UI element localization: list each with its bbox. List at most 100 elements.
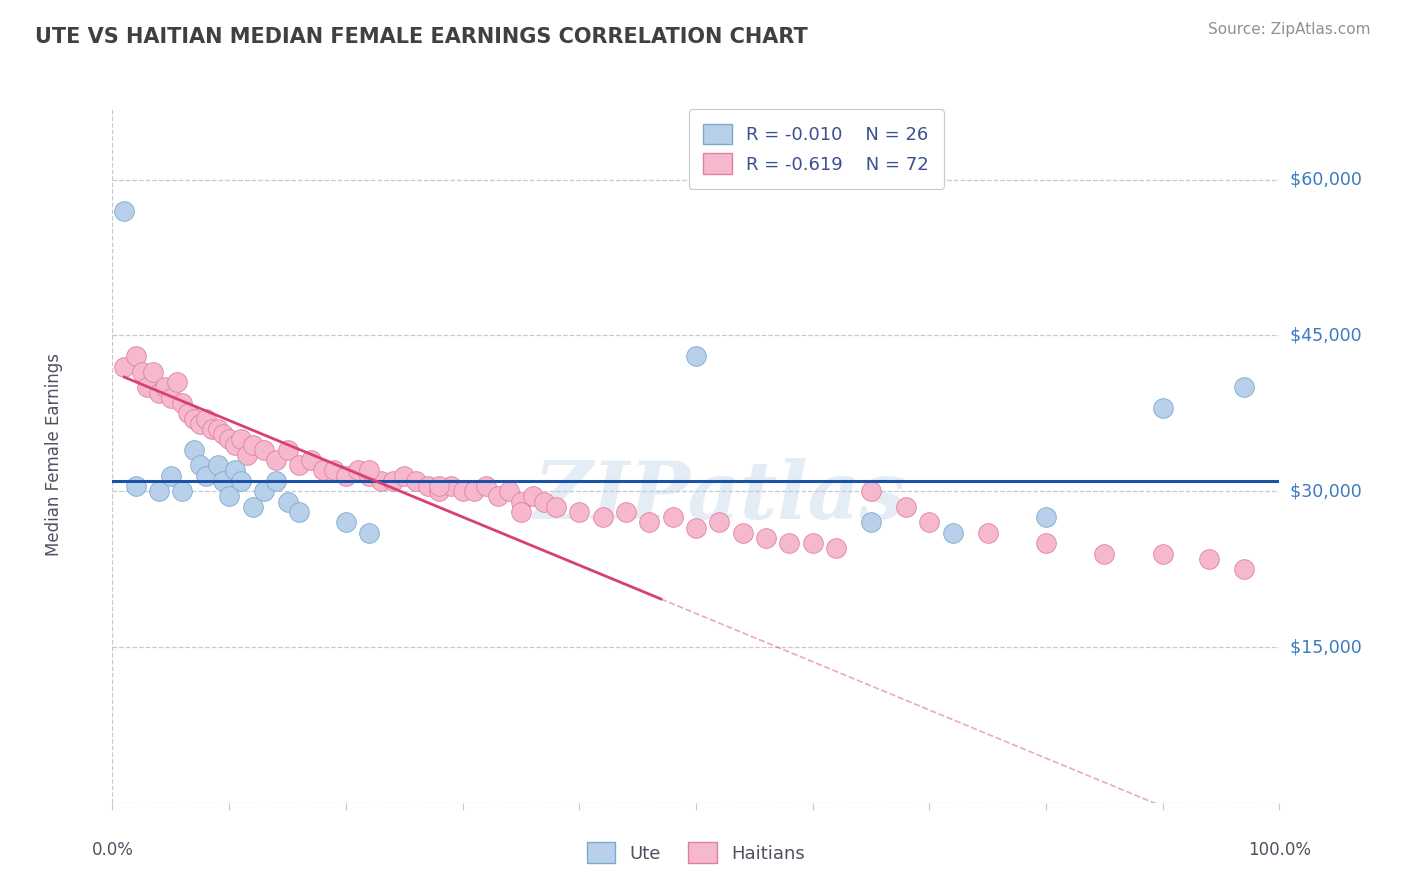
Point <box>1233 562 1256 576</box>
Point <box>224 437 246 451</box>
Point <box>218 433 240 447</box>
Point <box>201 422 224 436</box>
Point <box>183 411 205 425</box>
Point <box>509 494 531 508</box>
Point <box>194 468 217 483</box>
Point <box>183 442 205 457</box>
Point <box>709 516 731 530</box>
Point <box>323 463 346 477</box>
Point <box>544 500 567 514</box>
Point <box>160 391 183 405</box>
Point <box>235 448 257 462</box>
Point <box>942 525 965 540</box>
Point <box>288 458 311 473</box>
Point <box>1152 547 1174 561</box>
Point <box>172 484 194 499</box>
Point <box>522 490 544 504</box>
Text: $30,000: $30,000 <box>1279 483 1362 500</box>
Point <box>592 510 614 524</box>
Point <box>359 525 381 540</box>
Point <box>148 484 170 499</box>
Point <box>112 203 135 218</box>
Point <box>918 516 941 530</box>
Point <box>131 365 153 379</box>
Point <box>136 380 159 394</box>
Text: $15,000: $15,000 <box>1279 638 1362 656</box>
Point <box>177 406 200 420</box>
Point <box>1152 401 1174 416</box>
Point <box>148 385 170 400</box>
Point <box>509 505 531 519</box>
Point <box>778 536 800 550</box>
Point <box>1035 536 1057 550</box>
Point <box>212 427 235 442</box>
Point <box>475 479 498 493</box>
Point <box>229 433 252 447</box>
Text: ZIPatlas: ZIPatlas <box>533 458 905 535</box>
Point <box>335 516 357 530</box>
Point <box>661 510 683 524</box>
Point <box>533 494 555 508</box>
Point <box>207 422 229 436</box>
Point <box>451 484 474 499</box>
Point <box>638 516 661 530</box>
Point <box>427 479 450 493</box>
Point <box>427 484 450 499</box>
Text: $60,000: $60,000 <box>1279 170 1362 189</box>
Point <box>194 411 217 425</box>
Point <box>142 365 165 379</box>
Point <box>188 417 211 431</box>
Point <box>486 490 509 504</box>
Point <box>346 463 368 477</box>
Text: UTE VS HAITIAN MEDIAN FEMALE EARNINGS CORRELATION CHART: UTE VS HAITIAN MEDIAN FEMALE EARNINGS CO… <box>35 27 808 46</box>
Text: 100.0%: 100.0% <box>1249 841 1310 859</box>
Point <box>288 505 311 519</box>
Point <box>212 474 235 488</box>
Point <box>859 516 883 530</box>
Point <box>207 458 229 473</box>
Point <box>276 494 298 508</box>
Point <box>359 463 381 477</box>
Point <box>1035 510 1057 524</box>
Point <box>370 474 392 488</box>
Point <box>568 505 591 519</box>
Point <box>276 442 298 457</box>
Text: 0.0%: 0.0% <box>91 841 134 859</box>
Point <box>242 437 264 451</box>
Point <box>125 349 148 363</box>
Point <box>264 453 287 467</box>
Point <box>359 468 381 483</box>
Text: Median Female Earnings: Median Female Earnings <box>45 353 63 557</box>
Point <box>299 453 322 467</box>
Point <box>976 525 998 540</box>
Point <box>825 541 848 556</box>
Text: Source: ZipAtlas.com: Source: ZipAtlas.com <box>1208 22 1371 37</box>
Point <box>125 479 148 493</box>
Point <box>166 376 188 390</box>
Point <box>188 458 211 473</box>
Point <box>498 484 520 499</box>
Point <box>224 463 246 477</box>
Point <box>1092 547 1115 561</box>
Point <box>731 525 754 540</box>
Point <box>685 349 707 363</box>
Point <box>335 468 357 483</box>
Point <box>1198 551 1220 566</box>
Point <box>253 484 276 499</box>
Point <box>153 380 176 394</box>
Point <box>463 484 485 499</box>
Point <box>229 474 252 488</box>
Point <box>242 500 264 514</box>
Point <box>416 479 439 493</box>
Point <box>755 531 778 545</box>
Point <box>894 500 917 514</box>
Text: $45,000: $45,000 <box>1279 326 1362 344</box>
Point <box>112 359 135 374</box>
Point <box>264 474 287 488</box>
Point <box>381 474 404 488</box>
Point <box>392 468 416 483</box>
Point <box>801 536 824 550</box>
Legend: Ute, Haitians: Ute, Haitians <box>579 835 813 871</box>
Point <box>218 490 240 504</box>
Point <box>859 484 883 499</box>
